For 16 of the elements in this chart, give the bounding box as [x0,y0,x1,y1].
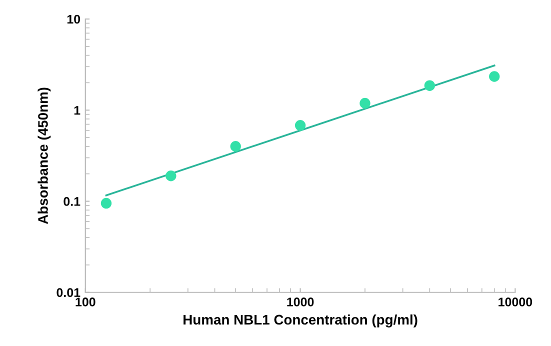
point [100,198,112,209]
point [360,98,370,109]
y-tick-label: 0.01 [56,288,80,298]
y-tick-label: 0.1 [64,197,80,206]
x-tick-label: 10000 [498,298,532,306]
y-tick-label: 1 [74,106,80,115]
y-tick-label: 10 [67,14,80,24]
x-axis-title: Human NBL1 Concentration (pg/ml) [184,314,418,328]
x-tick-label: 100 [76,298,96,306]
y-axis-title: Absorbance (450nm) [38,88,51,224]
x-tick-label: 1000 [287,298,314,306]
point [424,80,436,91]
point [489,71,500,82]
point [294,120,306,131]
point [166,170,176,182]
point [230,141,241,152]
